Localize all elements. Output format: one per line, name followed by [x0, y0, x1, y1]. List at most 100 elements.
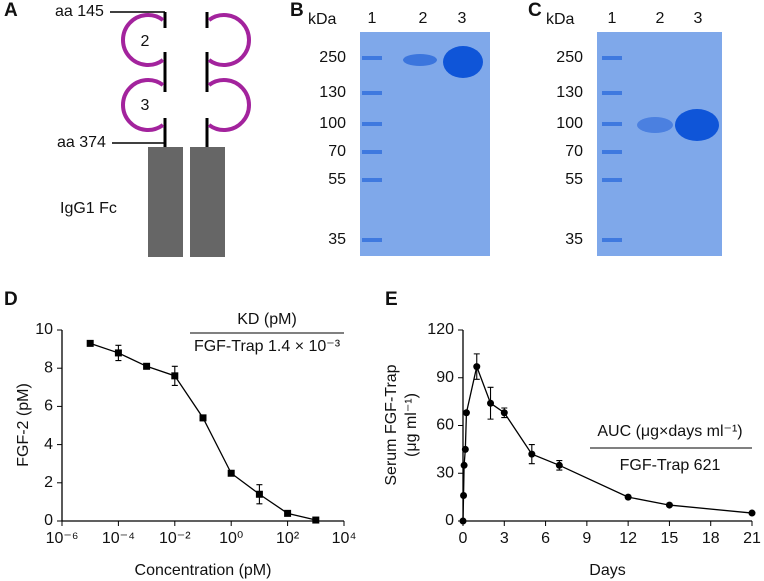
panel-letter: D — [4, 289, 18, 310]
ladder-band — [602, 122, 622, 126]
y-tick-label: 0 — [445, 512, 454, 529]
gel — [597, 32, 722, 256]
y-axis-label: Serum FGF-Trap — [383, 364, 400, 485]
point — [114, 349, 122, 357]
marker-label: 100 — [556, 115, 583, 132]
domain-label: 2 — [141, 33, 150, 50]
band — [443, 46, 483, 78]
y-tick-label: 120 — [427, 321, 454, 338]
point — [255, 490, 263, 498]
band — [675, 109, 719, 141]
x-axis-label: Days — [589, 562, 625, 579]
annotation-row: FGF-Trap 1.4 × 10⁻³ — [194, 338, 341, 355]
y-tick-label: 8 — [44, 359, 53, 376]
point — [284, 509, 292, 517]
fc — [190, 147, 225, 257]
ladder-band — [362, 150, 382, 154]
marker-label: 70 — [565, 143, 583, 160]
panel-letter: A — [4, 0, 18, 21]
x-tick-label: 9 — [582, 530, 591, 547]
label: aa 374 — [57, 134, 106, 151]
point — [460, 492, 468, 500]
x-tick-label: 10⁻⁶ — [46, 530, 79, 547]
point — [199, 414, 207, 422]
lane-label: 3 — [694, 10, 703, 27]
lane-label: 1 — [608, 10, 617, 27]
marker-label: 55 — [328, 171, 346, 188]
panel-a: A aa 145 aa 374 2 3 IgG1 Fc — [4, 0, 251, 257]
point — [171, 372, 179, 380]
x-tick-label: 21 — [743, 530, 761, 547]
marker-label: 250 — [556, 49, 583, 66]
x-tick-label: 15 — [661, 530, 679, 547]
x-tick-label: 10⁻² — [159, 530, 191, 547]
marker-label: 35 — [328, 231, 346, 248]
point — [462, 409, 470, 417]
band — [403, 54, 437, 66]
lane-label: 1 — [368, 10, 377, 27]
x-tick-label: 6 — [541, 530, 550, 547]
point — [459, 517, 467, 525]
point — [227, 469, 235, 477]
series-line — [89, 342, 316, 521]
point — [748, 509, 756, 517]
unit-label: kDa — [546, 11, 575, 28]
marker-label: 35 — [565, 231, 583, 248]
series-line — [462, 364, 753, 522]
y-tick-label: 60 — [436, 417, 454, 434]
y-tick-label: 90 — [436, 369, 454, 386]
chains — [163, 12, 209, 147]
ladder-band — [602, 91, 622, 95]
marker-label: 100 — [319, 115, 346, 132]
ladder-band — [362, 122, 382, 126]
y-tick-label: 6 — [44, 398, 53, 415]
y-tick-label: 2 — [44, 474, 53, 491]
point — [500, 409, 508, 417]
panel-letter: B — [290, 0, 304, 21]
y-tick-label: 4 — [44, 436, 53, 453]
lane-label: 2 — [419, 10, 428, 27]
y-axis-label: FGF-2 (pM) — [15, 383, 32, 467]
point — [143, 362, 151, 370]
x-tick-label: 10² — [276, 530, 300, 547]
annotation-row: FGF-Trap 621 — [620, 457, 721, 474]
point — [487, 399, 495, 407]
axes — [61, 330, 344, 522]
point — [665, 501, 673, 509]
x-tick-label: 10⁰ — [219, 530, 243, 547]
marker-label: 130 — [556, 84, 583, 101]
label: aa 145 — [55, 3, 104, 20]
lane-label: 2 — [656, 10, 665, 27]
ladder-band — [362, 238, 382, 242]
x-tick-label: 3 — [500, 530, 509, 547]
ladder-band — [362, 91, 382, 95]
panel-letter: E — [385, 289, 398, 310]
point — [86, 339, 94, 347]
x-tick-label: 18 — [702, 530, 720, 547]
y-tick-label: 0 — [44, 512, 53, 529]
point — [528, 450, 536, 458]
ladder-band — [362, 56, 382, 60]
x-axis-label: Concentration (pM) — [135, 562, 272, 579]
x-tick-label: 0 — [459, 530, 468, 547]
ladder-band — [602, 56, 622, 60]
y-axis-label: (μg ml⁻¹) — [403, 393, 420, 457]
point — [312, 516, 320, 524]
point — [473, 363, 481, 371]
point — [624, 493, 632, 501]
ladder-band — [362, 178, 382, 182]
panel-letter: C — [528, 0, 542, 21]
marker-label: 70 — [328, 143, 346, 160]
y-tick-label: 10 — [35, 321, 53, 338]
annotation-header: KD (pM) — [237, 311, 297, 328]
lane-label: 3 — [458, 10, 467, 27]
point — [461, 445, 469, 453]
point — [460, 461, 468, 469]
annotation-header: AUC (μg×days ml⁻¹) — [597, 423, 742, 440]
unit-label: kDa — [308, 11, 337, 28]
ig-domains — [121, 13, 251, 132]
x-tick-label: 10⁻⁴ — [102, 530, 135, 547]
fc — [148, 147, 183, 257]
marker-label: 55 — [565, 171, 583, 188]
